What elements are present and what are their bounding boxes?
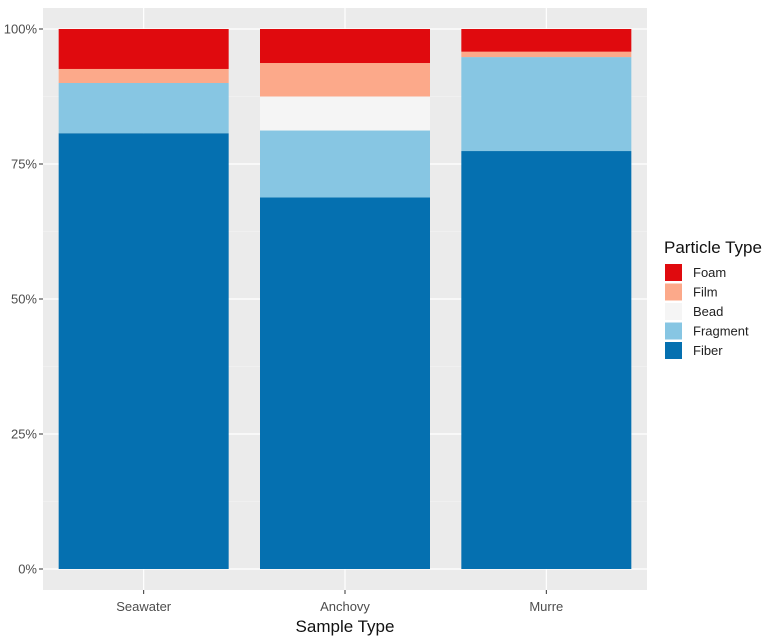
legend-key-fiber: [665, 342, 682, 359]
y-tick-label: 0%: [18, 562, 37, 577]
bar-murre-fragment: [461, 57, 632, 152]
legend-key-fragment: [665, 322, 682, 340]
bar-murre-film: [461, 51, 632, 58]
y-axis: 0% 25% 50% 75% 100%: [4, 22, 43, 577]
bar-seawater-fragment: [58, 83, 229, 134]
bar-seawater-foam: [58, 29, 229, 69]
bar-murre-foam: [461, 29, 632, 52]
bar-seawater-film: [58, 68, 229, 83]
legend-label-foam: Foam: [693, 265, 726, 280]
bar-anchovy-fragment: [260, 130, 430, 198]
bar-seawater-fiber: [58, 133, 229, 569]
y-tick-label: 25%: [11, 427, 37, 442]
x-tick-label: Anchovy: [320, 599, 370, 614]
legend-label-film: Film: [693, 285, 718, 300]
bar-anchovy-fiber: [260, 197, 430, 570]
x-axis-title: Sample Type: [296, 617, 395, 636]
legend-label-bead: Bead: [693, 304, 723, 319]
legend-key-foam: [665, 264, 682, 281]
bar-anchovy-film: [260, 63, 430, 97]
y-tick-label: 75%: [11, 157, 37, 172]
legend-key-bead: [665, 303, 682, 320]
x-tick-label: Murre: [529, 599, 563, 614]
legend-title: Particle Type: [664, 238, 762, 257]
y-tick-label: 50%: [11, 292, 37, 307]
x-axis: Seawater Anchovy Murre: [116, 590, 563, 614]
legend-key-film: [665, 283, 682, 301]
legend-label-fragment: Fragment: [693, 324, 749, 339]
y-tick-label: 100%: [4, 22, 38, 37]
bar-murre-fiber: [461, 151, 632, 570]
bars: [58, 29, 632, 570]
bar-anchovy-foam: [260, 29, 430, 64]
x-tick-label: Seawater: [116, 599, 172, 614]
legend-label-fiber: Fiber: [693, 343, 723, 358]
legend: Particle Type Foam Film Bead Fragment Fiber: [664, 238, 762, 359]
bar-anchovy-bead: [260, 96, 430, 131]
